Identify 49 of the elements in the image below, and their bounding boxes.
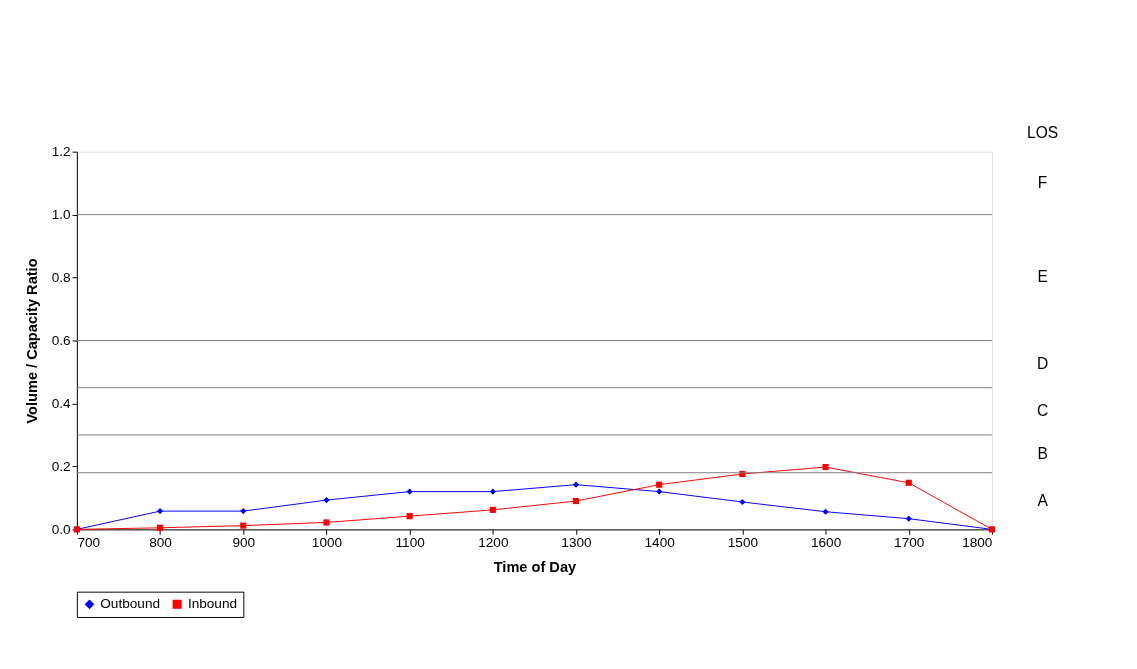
point xyxy=(157,508,164,515)
point xyxy=(905,515,912,522)
point xyxy=(572,497,580,505)
x-axis-title: Time of Day xyxy=(493,558,578,575)
y-tick-label: 0.0 xyxy=(51,521,71,537)
point xyxy=(822,508,829,515)
point xyxy=(656,488,663,495)
x-tick-label: 1500 xyxy=(727,535,759,551)
x-tick-label: 1700 xyxy=(894,535,925,551)
x-tick-label: 1600 xyxy=(810,535,842,551)
x-tick-label: 1400 xyxy=(644,535,676,551)
text: A xyxy=(1037,491,1049,509)
text: B xyxy=(1037,444,1048,462)
point xyxy=(323,497,330,504)
point xyxy=(739,498,746,506)
x-tick-label: 1200 xyxy=(478,535,509,551)
point xyxy=(157,524,164,531)
x-tick-label: 1100 xyxy=(395,535,426,551)
y-axis-title: Volume / Capacity Ratio xyxy=(24,258,41,424)
point xyxy=(572,481,580,488)
point xyxy=(489,488,496,495)
x-tick-label: 1300 xyxy=(561,535,593,551)
point xyxy=(656,481,663,488)
text: C xyxy=(1036,402,1049,420)
legend-label: Outbound xyxy=(100,596,161,612)
point xyxy=(822,463,829,471)
point xyxy=(406,513,413,520)
x-tick-label: 900 xyxy=(232,535,256,551)
text: F xyxy=(1037,174,1048,192)
y-tick-label: 0.8 xyxy=(51,269,71,285)
point xyxy=(905,479,912,486)
x-tick-label: 1000 xyxy=(311,535,343,551)
y-tick-label: 1.0 xyxy=(51,207,71,222)
y-tick-label: 0.2 xyxy=(51,458,71,474)
x-tick-label: 800 xyxy=(149,535,173,551)
text: D xyxy=(1036,355,1049,372)
x-tick-label: 1800 xyxy=(962,535,993,551)
x-tick-label: 700 xyxy=(77,535,101,551)
legend-label: Inbound xyxy=(187,596,238,612)
point xyxy=(240,522,247,529)
y-tick-label: 0.4 xyxy=(51,395,71,411)
text: E xyxy=(1037,268,1048,286)
y-tick-label: 1.2 xyxy=(51,144,71,160)
text: LOS xyxy=(1027,124,1059,142)
point xyxy=(489,506,496,513)
point xyxy=(406,488,413,495)
point xyxy=(240,508,247,515)
point xyxy=(323,519,330,526)
y-tick-label: 0.6 xyxy=(51,332,71,348)
